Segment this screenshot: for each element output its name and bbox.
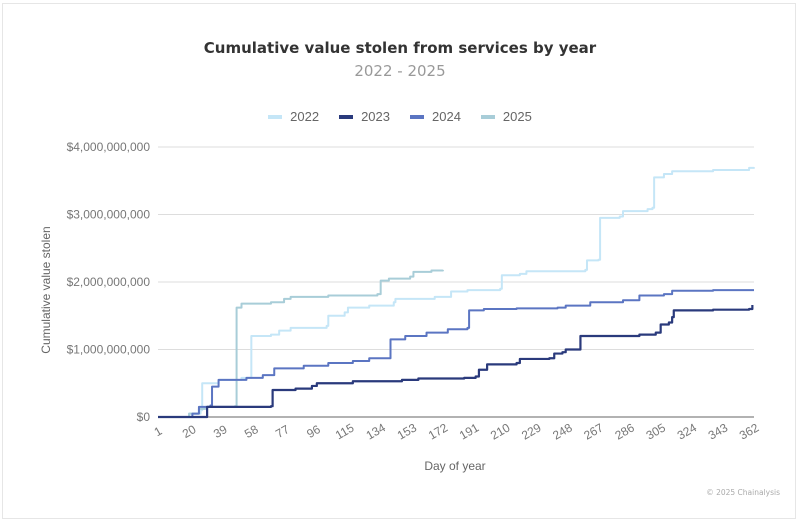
series-line-2023[interactable] xyxy=(158,304,754,419)
y-tick-label: $2,000,000,000 xyxy=(67,275,151,289)
series-line-2022[interactable] xyxy=(158,166,755,418)
x-axis-label: Day of year xyxy=(424,459,485,473)
legend-swatch-2023 xyxy=(339,114,354,119)
y-tick-label: $3,000,000,000 xyxy=(67,208,151,222)
legend-item-2025[interactable]: 2025 xyxy=(480,109,532,124)
series-line-2025[interactable] xyxy=(158,269,444,418)
legend-item-2022[interactable]: 2022 xyxy=(268,109,319,124)
y-tick-label: $4,000,000,000 xyxy=(67,140,151,154)
y-tick-label: $0 xyxy=(137,410,151,424)
legend-label-2024: 2024 xyxy=(432,109,461,124)
legend-label-2023: 2023 xyxy=(361,109,390,124)
legend-item-2023[interactable]: 2023 xyxy=(339,109,390,124)
x-tick-label: 248 xyxy=(550,420,575,442)
y-axis-label: Cumulative value stolen xyxy=(39,226,53,353)
x-tick-label: 20 xyxy=(180,422,199,441)
legend-label-2025: 2025 xyxy=(502,109,532,124)
x-tick-label: 343 xyxy=(706,420,731,442)
x-tick-label: 58 xyxy=(242,422,261,441)
x-tick-label: 191 xyxy=(457,420,482,442)
x-tick-label: 39 xyxy=(211,422,230,441)
y-tick-label: $1,000,000,000 xyxy=(67,343,151,357)
chart-card xyxy=(2,3,796,519)
copyright-credit: © 2025 Chainalysis xyxy=(706,488,780,497)
x-tick-label: 77 xyxy=(273,422,292,441)
x-tick-label: 286 xyxy=(612,420,637,442)
legend-label-2022: 2022 xyxy=(290,109,320,124)
x-tick-label: 153 xyxy=(395,420,420,442)
chart-title: Cumulative value stolen from services by… xyxy=(203,39,597,57)
legend-swatch-2025 xyxy=(480,114,495,119)
series-line-2024[interactable] xyxy=(158,289,754,418)
legend-swatch-2024 xyxy=(410,114,424,119)
legend: 2022 2023 2024 2025 xyxy=(0,109,800,124)
x-tick-label: 115 xyxy=(333,421,357,443)
x-tick-label: 267 xyxy=(581,420,606,442)
legend-item-2024[interactable]: 2024 xyxy=(410,109,461,124)
x-tick-label: 229 xyxy=(519,420,544,442)
x-tick-label: 362 xyxy=(737,420,762,442)
x-tick-label: 172 xyxy=(426,420,451,442)
x-tick-label: 134 xyxy=(364,420,389,442)
legend-swatch-2022 xyxy=(268,114,283,119)
x-tick-label: 210 xyxy=(488,420,513,442)
x-tick-label: 324 xyxy=(675,420,700,442)
x-tick-label: 305 xyxy=(644,420,669,442)
x-tick-label: 1 xyxy=(152,424,165,440)
chart-subtitle: 2022 - 2025 xyxy=(354,62,446,80)
x-tick-label: 96 xyxy=(304,422,323,441)
